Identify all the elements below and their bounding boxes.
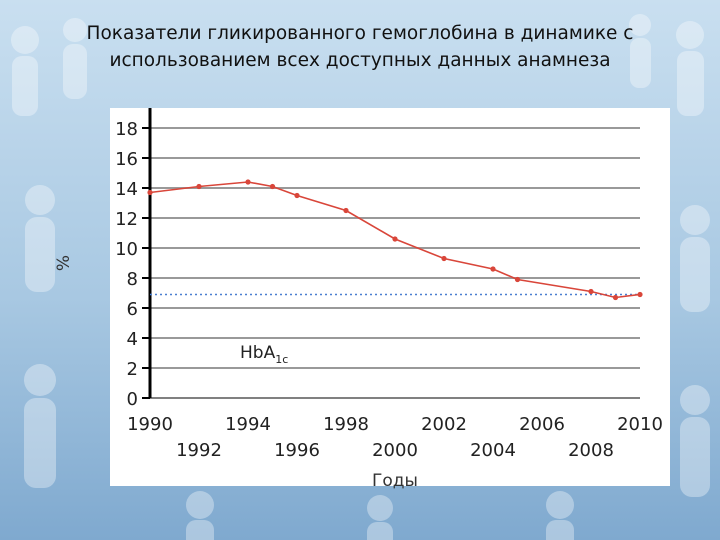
- data-point-1992: [196, 183, 202, 190]
- data-point-1996: [294, 192, 300, 199]
- data-point-2002: [441, 255, 447, 262]
- y-tick-label-10: 10: [115, 239, 138, 260]
- chart-panel: [110, 108, 670, 486]
- data-point-2008: [588, 288, 594, 295]
- data-point-2005: [514, 276, 521, 283]
- data-point-2009: [612, 294, 619, 301]
- y-tick-label-16: 16: [115, 149, 138, 170]
- y-tick-label-18: 18: [115, 119, 138, 140]
- x-tick-label-2006: 2006: [519, 414, 565, 435]
- y-tick-label-2: 2: [127, 359, 138, 380]
- data-point-2010: [637, 291, 643, 298]
- y-axis-label: %: [54, 255, 74, 271]
- x-tick-label-2004: 2004: [470, 440, 516, 461]
- slide-title-line-1: Показатели гликированного гемоглобина в …: [86, 23, 634, 44]
- y-tick-label-14: 14: [115, 179, 138, 200]
- x-tick-label-1990: 1990: [127, 414, 173, 435]
- hba1c-annotation: HbA1c: [240, 343, 288, 366]
- data-point-1995: [269, 183, 276, 190]
- data-point-1998: [343, 207, 349, 214]
- y-tick-label-8: 8: [127, 269, 138, 290]
- y-tick-label-12: 12: [115, 209, 138, 230]
- slide-title: Показатели гликированного гемоглобина в …: [40, 20, 680, 74]
- x-axis-label: Годы: [372, 471, 418, 491]
- slide-title-line-2: использованием всех доступных данных ана…: [109, 50, 611, 71]
- data-point-1994: [245, 179, 251, 185]
- x-tick-label-1998: 1998: [323, 414, 369, 435]
- x-tick-label-2010: 2010: [617, 414, 663, 435]
- x-tick-label-2002: 2002: [421, 414, 467, 435]
- x-tick-label-2000: 2000: [372, 440, 418, 461]
- x-tick-label-1996: 1996: [274, 440, 320, 461]
- y-tick-label-0: 0: [127, 389, 138, 410]
- y-tick-label-4: 4: [127, 329, 138, 350]
- data-point-2000: [392, 236, 398, 242]
- x-tick-label-1994: 1994: [225, 414, 271, 435]
- data-point-2004: [490, 266, 496, 272]
- x-tick-label-2008: 2008: [568, 440, 614, 461]
- y-tick-label-6: 6: [127, 299, 138, 320]
- x-tick-label-1992: 1992: [176, 440, 222, 461]
- data-point-1990: [147, 189, 153, 196]
